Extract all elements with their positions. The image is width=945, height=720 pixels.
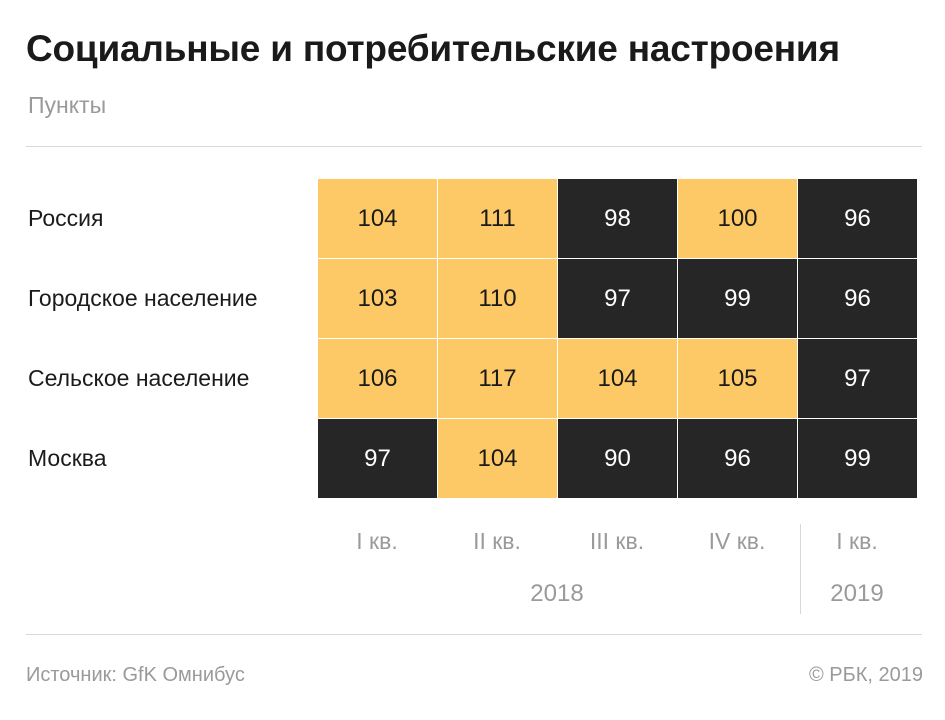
heatmap-cell: 106	[318, 339, 437, 418]
heatmap-cell: 117	[438, 339, 557, 418]
heatmap-cell: 104	[438, 419, 557, 498]
year-label: 2018	[530, 580, 584, 607]
chart-title: Социальные и потребительские настроения	[26, 28, 840, 69]
year-separator	[800, 524, 801, 614]
heatmap-cell: 100	[678, 179, 797, 258]
bottom-divider	[26, 634, 922, 635]
heatmap-cell: 104	[558, 339, 677, 418]
heatmap-cell: 105	[678, 339, 797, 418]
source-note: Источник: GfK Омнибус	[26, 664, 245, 686]
heatmap-cell: 96	[798, 259, 917, 338]
copyright-note: © РБК, 2019	[808, 664, 923, 686]
chart-subtitle: Пункты	[28, 92, 107, 118]
row-label: Городское население	[28, 285, 258, 311]
heatmap-cell: 103	[318, 259, 437, 338]
heatmap-cell: 97	[798, 339, 917, 418]
row-label: Сельское население	[28, 365, 250, 391]
column-label: IV кв.	[708, 528, 766, 554]
heatmap-cell: 110	[438, 259, 557, 338]
column-label: I кв.	[356, 528, 398, 554]
heatmap-cell: 96	[678, 419, 797, 498]
heatmap-cell: 90	[558, 419, 677, 498]
heatmap-cell: 99	[678, 259, 797, 338]
heatmap-cell: 97	[318, 419, 437, 498]
year-label: 2019	[830, 580, 884, 607]
heatmap-cell: 97	[558, 259, 677, 338]
heatmap-cell: 111	[438, 179, 557, 258]
heatmap-cell: 98	[558, 179, 677, 258]
heatmap-cell: 99	[798, 419, 917, 498]
heatmap-cell: 96	[798, 179, 917, 258]
column-label: I кв.	[836, 528, 878, 554]
column-label: II кв.	[473, 528, 521, 554]
row-label: Москва	[28, 445, 107, 471]
column-label: III кв.	[589, 528, 645, 554]
heatmap-cell: 104	[318, 179, 437, 258]
row-label: Россия	[28, 205, 104, 231]
top-divider	[26, 146, 922, 147]
